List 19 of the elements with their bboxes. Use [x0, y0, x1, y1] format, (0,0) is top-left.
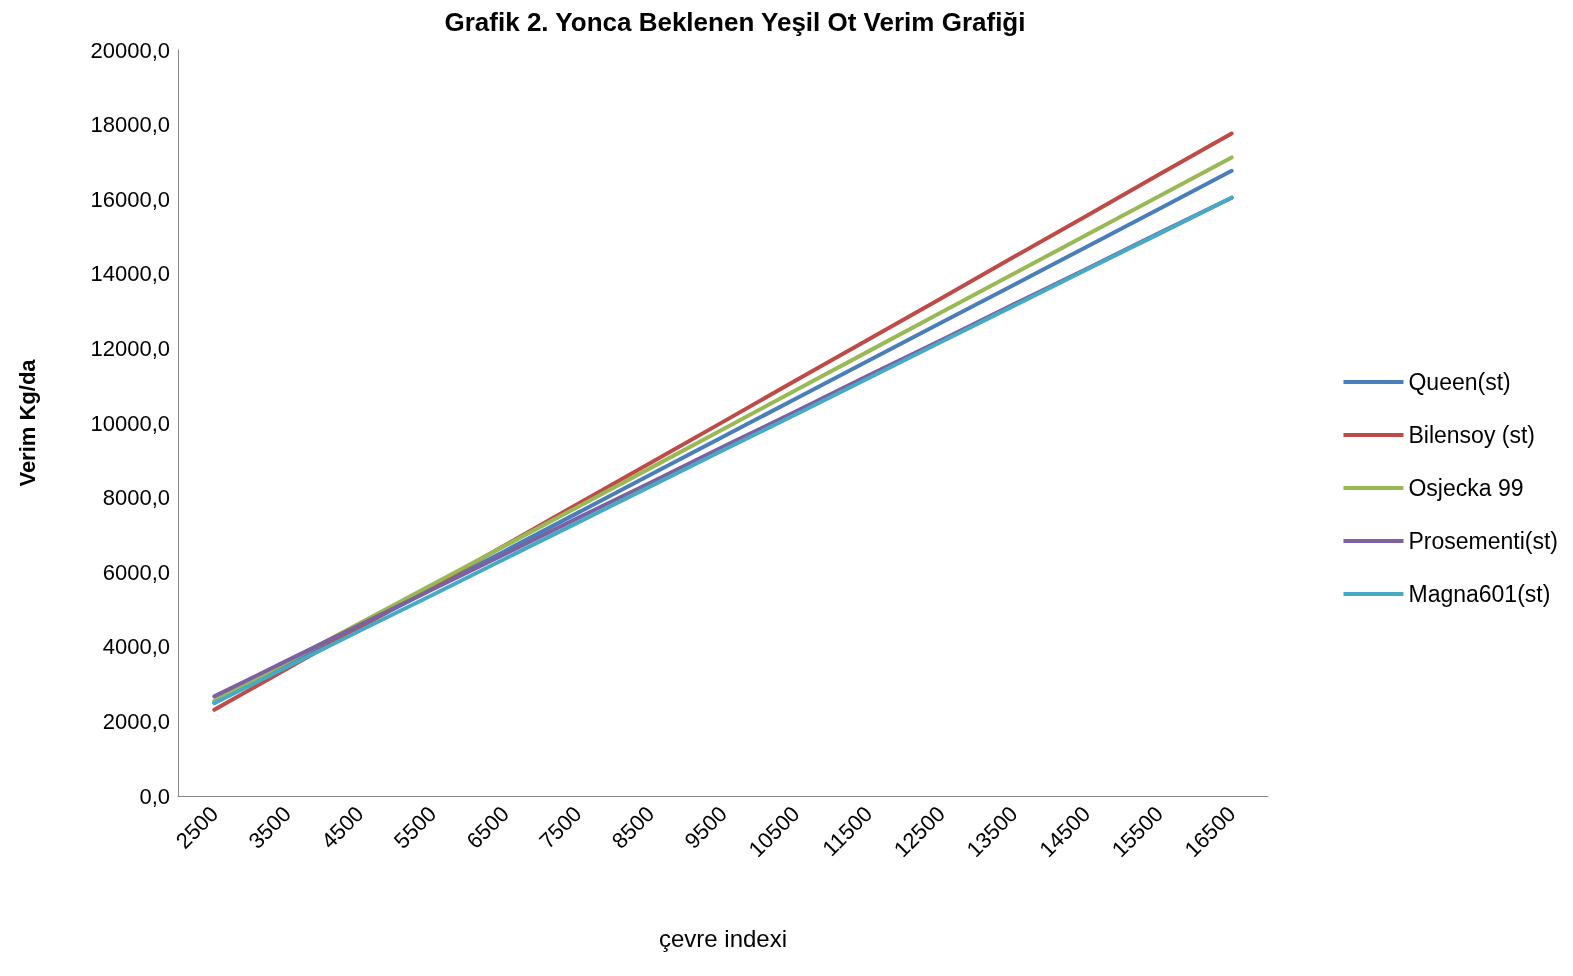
x-axis-title: çevre indexi [658, 924, 788, 952]
y-tick-label: 12000,0 [90, 335, 170, 361]
y-tick-label: 18000,0 [90, 112, 170, 138]
legend-label: Osjecka 99 [1408, 475, 1524, 501]
legend-label: Magna601(st) [1408, 581, 1551, 607]
y-tick-label: 16000,0 [90, 186, 170, 212]
y-tick-label: 20000,0 [90, 37, 170, 63]
y-tick-label: 14000,0 [90, 261, 170, 287]
y-axis-title: Verim Kg/da [14, 358, 40, 487]
y-tick-label: 2000,0 [102, 708, 170, 734]
chart-title: Grafik 2. Yonca Beklenen Yeşil Ot Verim Grafiği [444, 7, 1026, 37]
legend-label: Prosementi(st) [1408, 528, 1559, 554]
y-tick-label: 10000,0 [90, 410, 170, 436]
y-tick-label: 6000,0 [102, 559, 170, 585]
y-tick-label: 8000,0 [102, 485, 170, 511]
legend-label: Bilensoy (st) [1408, 422, 1536, 448]
y-tick-label: 4000,0 [102, 634, 170, 660]
legend-label: Queen(st) [1408, 369, 1511, 395]
y-tick-label: 0,0 [139, 783, 170, 809]
